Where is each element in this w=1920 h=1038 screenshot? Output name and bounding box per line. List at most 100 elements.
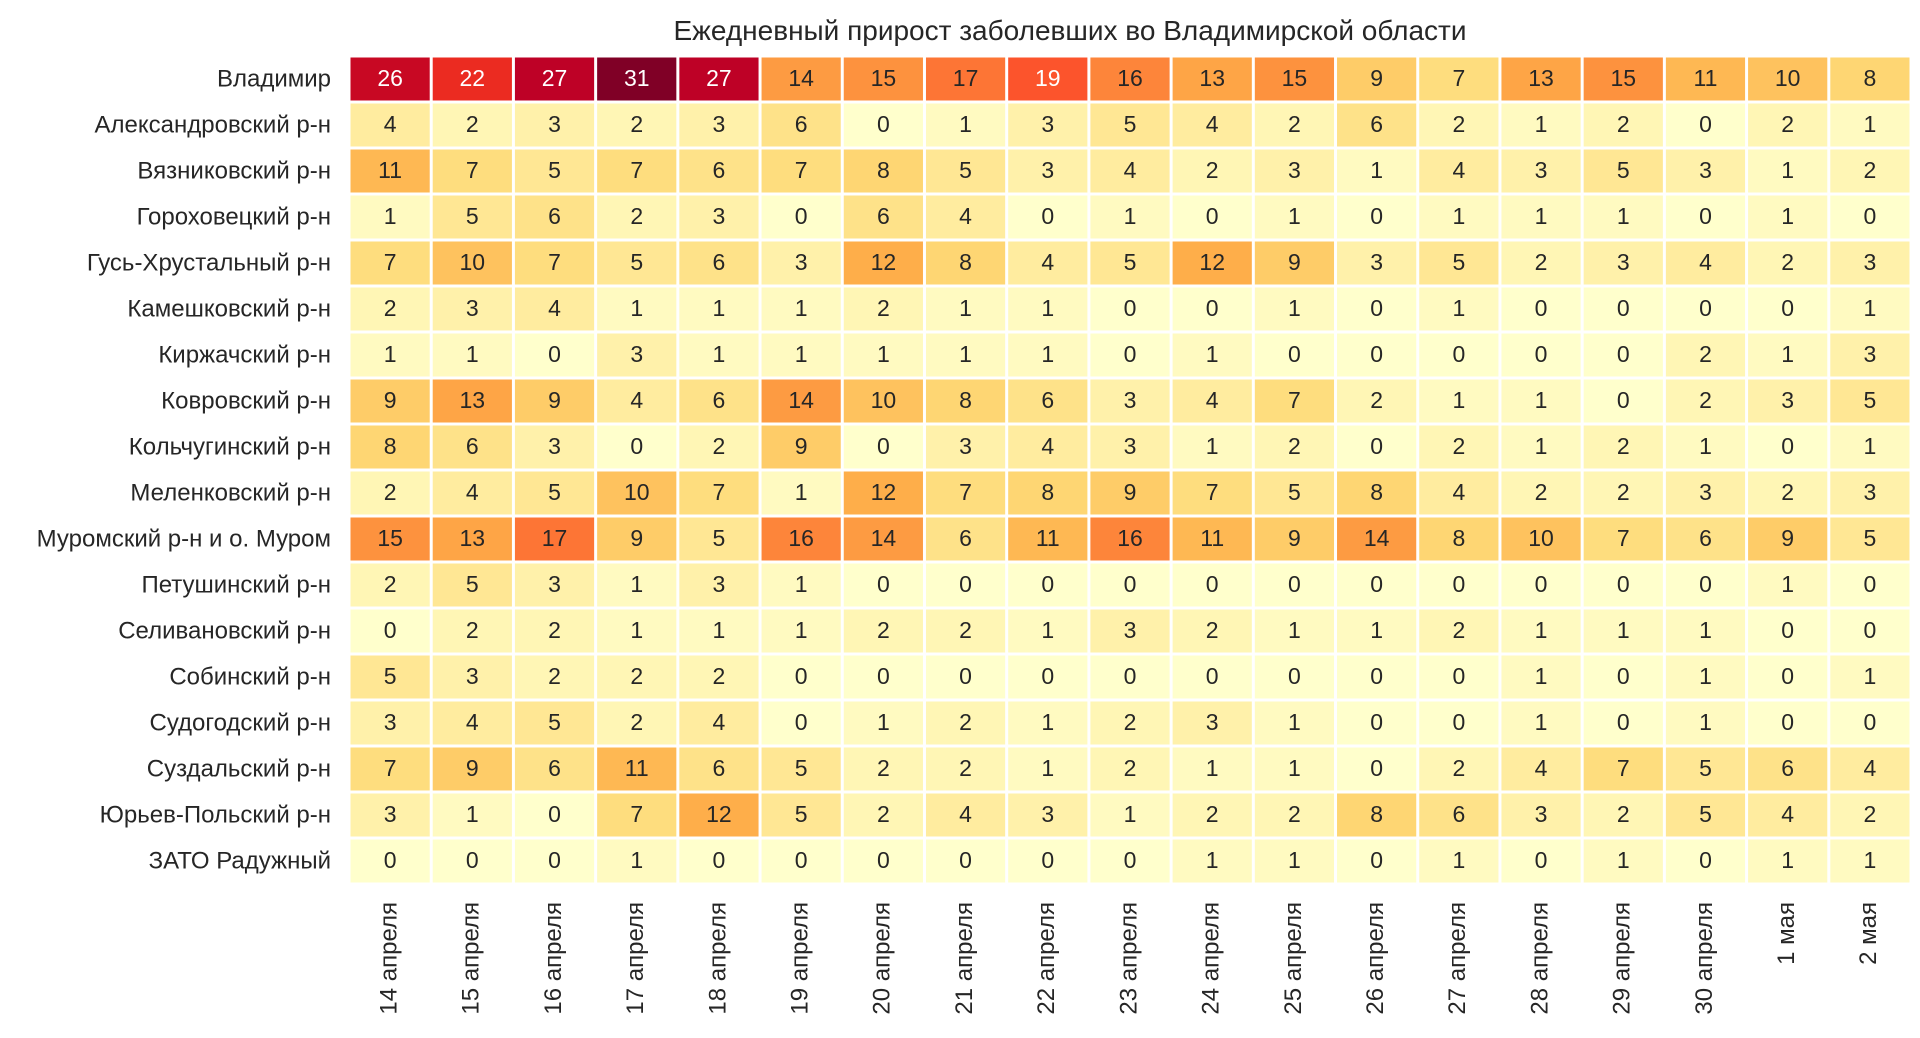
- heatmap-cell: [1090, 241, 1170, 285]
- cell-value-label: 7: [795, 157, 808, 183]
- cell-value-label: 1: [466, 341, 479, 367]
- cell-value-label: 3: [1863, 341, 1876, 367]
- heatmap-cell: [514, 425, 595, 469]
- heatmap-cell: [1665, 563, 1746, 607]
- heatmap-cell: [679, 103, 759, 147]
- heatmap-cell: [843, 609, 923, 653]
- heatmap-cell: [597, 563, 677, 607]
- heatmap-cell: [1090, 103, 1170, 147]
- cell-value-label: 5: [795, 755, 808, 781]
- heatmap-cell: [761, 103, 841, 147]
- heatmap-cell: [1583, 517, 1663, 561]
- heatmap-cell: [1583, 333, 1663, 377]
- heatmap-cell: [514, 609, 595, 653]
- cell-value-label: 8: [1452, 525, 1465, 551]
- cell-value-label: 2: [959, 709, 972, 735]
- cell-value-label: 1: [1781, 157, 1794, 183]
- cell-value-label: 5: [548, 157, 561, 183]
- heatmap-cell: [925, 149, 1006, 193]
- heatmap-cell: [679, 287, 759, 331]
- cell-value-label: 1: [713, 617, 726, 643]
- heatmap-cell: [1583, 57, 1663, 101]
- cell-value-label: 4: [1863, 755, 1876, 781]
- cell-value-label: 2: [877, 801, 890, 827]
- heatmap-cell: [679, 195, 759, 239]
- cell-value-label: 3: [1041, 801, 1054, 827]
- cell-value-label: 5: [630, 249, 643, 275]
- heatmap-cell: [1172, 793, 1252, 837]
- cell-value-label: 6: [1699, 525, 1712, 551]
- column-label: 29 апреля: [1609, 902, 1636, 1015]
- cell-value-label: 1: [630, 617, 643, 643]
- heatmap-cell: [1501, 57, 1581, 101]
- cell-value-label: 0: [959, 663, 972, 689]
- row-label: Меленковский р-н: [130, 479, 331, 506]
- cell-value-label: 1: [1288, 709, 1301, 735]
- heatmap-cell: [1008, 57, 1088, 101]
- heatmap-cell: [350, 839, 430, 883]
- heatmap-cell: [432, 517, 512, 561]
- heatmap-cell: [514, 839, 595, 883]
- cell-value-label: 1: [1699, 433, 1712, 459]
- cell-value-label: 1: [1370, 617, 1383, 643]
- heatmap-cell: [1337, 839, 1417, 883]
- cell-value-label: 0: [1041, 847, 1054, 873]
- cell-value-label: 2: [959, 755, 972, 781]
- heatmap-cell: [1008, 563, 1088, 607]
- cell-value-label: 5: [548, 479, 561, 505]
- row-labels: Владимир Александровский р-н Вязниковский …: [37, 65, 331, 874]
- cell-value-label: 3: [1370, 249, 1383, 275]
- heatmap-cell: [597, 793, 677, 837]
- cell-value-label: 3: [630, 341, 643, 367]
- cell-value-label: 6: [713, 755, 726, 781]
- cell-value-label: 2: [877, 755, 890, 781]
- cell-value-label: 0: [1452, 571, 1465, 597]
- heatmap-cell: [925, 379, 1006, 423]
- heatmap-cell: [1337, 425, 1417, 469]
- heatmap-cell: [350, 103, 430, 147]
- cell-value-label: 1: [1206, 847, 1219, 873]
- cell-value-label: 6: [1370, 111, 1383, 137]
- column-label: 16 апреля: [540, 902, 567, 1015]
- heatmap-cell: [1830, 471, 1910, 515]
- column-label: 20 апреля: [869, 902, 896, 1015]
- cell-value-label: 3: [548, 111, 561, 137]
- cell-value-label: 5: [1699, 755, 1712, 781]
- cell-value-label: 0: [1288, 341, 1301, 367]
- heatmap-cell: [1008, 747, 1088, 791]
- column-label: 17 апреля: [622, 902, 649, 1015]
- heatmap-cell: [1008, 103, 1088, 147]
- cell-value-label: 15: [377, 525, 403, 551]
- heatmap-cell: [597, 195, 677, 239]
- cell-value-label: 1: [1452, 387, 1465, 413]
- cell-value-label: 1: [1206, 341, 1219, 367]
- cell-value-label: 2: [630, 709, 643, 735]
- row-label: Владимир: [217, 65, 331, 92]
- heatmap-cell: [1665, 333, 1746, 377]
- cell-value-label: 0: [1781, 433, 1794, 459]
- heatmap-cell: [925, 425, 1006, 469]
- heatmap-cell: [679, 747, 759, 791]
- heatmap-cell: [1501, 287, 1581, 331]
- cell-value-label: 9: [1288, 249, 1301, 275]
- heatmap-cell: [514, 517, 595, 561]
- heatmap-cell: [350, 563, 430, 607]
- heatmap-cell: [432, 655, 512, 699]
- cell-value-label: 2: [630, 111, 643, 137]
- cell-value-label: 2: [1617, 111, 1630, 137]
- cell-value-label: 0: [548, 847, 561, 873]
- heatmap-cell: [1090, 471, 1170, 515]
- cell-value-label: 1: [1863, 847, 1876, 873]
- heatmap-cell: [761, 333, 841, 377]
- heatmap-cell: [597, 149, 677, 193]
- heatmap-cell: [1830, 149, 1910, 193]
- cell-value-label: 1: [1206, 433, 1219, 459]
- column-label: 23 апреля: [1115, 902, 1142, 1015]
- heatmap-cell: [514, 287, 595, 331]
- cell-value-label: 11: [1036, 525, 1060, 551]
- cell-value-label: 0: [1617, 295, 1630, 321]
- cell-value-label: 0: [1699, 295, 1712, 321]
- cell-value-label: 6: [1452, 801, 1465, 827]
- cell-value-label: 17: [953, 65, 979, 91]
- cell-value-label: 7: [713, 479, 726, 505]
